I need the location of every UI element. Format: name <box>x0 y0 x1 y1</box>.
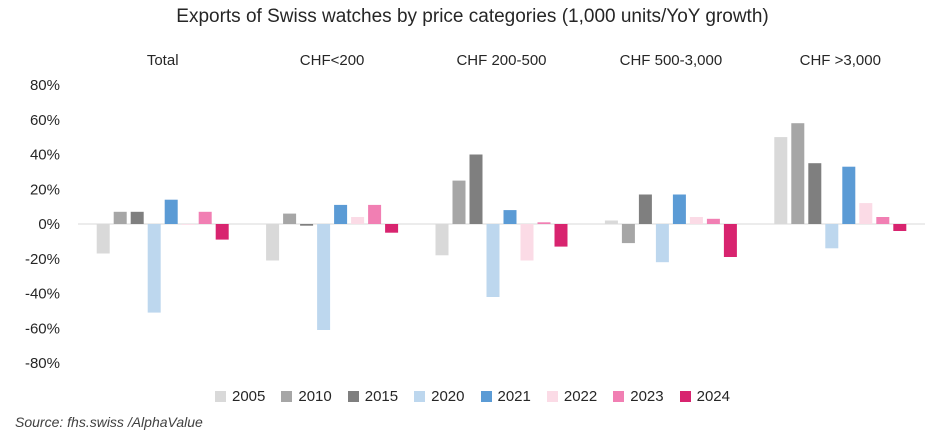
source-note: Source: fhs.swiss /AlphaValue <box>15 414 203 430</box>
legend-item-2022: 2022 <box>546 388 598 405</box>
legend-label: 2022 <box>563 388 598 405</box>
bar-2010-5 <box>791 123 805 224</box>
bar-2022-5 <box>859 203 873 224</box>
y-tick-label: -80% <box>25 355 60 372</box>
bar-2015-2 <box>300 224 314 226</box>
legend-swatch <box>414 391 426 402</box>
bar-2021-4 <box>672 194 686 224</box>
bar-2005-2 <box>266 224 280 261</box>
bar-2021-3 <box>503 210 517 224</box>
bar-2024-4 <box>723 224 737 257</box>
bar-2020-3 <box>486 224 500 297</box>
bar-2023-4 <box>706 218 720 224</box>
legend-swatch <box>480 391 492 402</box>
bar-2022-3 <box>520 224 534 261</box>
bar-2021-1 <box>164 199 178 224</box>
legend-label: 2023 <box>630 388 664 405</box>
legend-swatch <box>281 391 293 402</box>
bar-2015-4 <box>638 194 652 224</box>
bar-2015-5 <box>808 163 822 224</box>
bar-2020-5 <box>825 224 839 249</box>
bar-2005-4 <box>604 220 618 224</box>
legend-item-2010: 2010 <box>281 388 332 405</box>
bar-2015-3 <box>469 154 483 224</box>
legend-item-2020: 2020 <box>414 388 465 405</box>
legend-item-2015: 2015 <box>347 388 399 405</box>
bar-2024-5 <box>893 224 907 231</box>
bar-2010-2 <box>283 213 297 224</box>
y-tick-label: 0% <box>38 216 60 233</box>
legend-swatch <box>679 391 691 402</box>
legend-swatch <box>215 391 226 402</box>
legend-swatch <box>347 391 359 402</box>
category-label: CHF 200-500 <box>456 52 546 69</box>
chart-title: Exports of Swiss watches by price catego… <box>176 6 769 27</box>
y-tick-label: 40% <box>30 147 60 164</box>
legend-item-2024: 2024 <box>679 388 730 405</box>
category-label: CHF >3,000 <box>800 52 881 69</box>
bar-2005-3 <box>435 224 449 256</box>
y-tick-label: -20% <box>25 251 60 268</box>
bar-2023-2 <box>368 204 382 224</box>
category-label: CHF 500-3,000 <box>620 52 723 69</box>
bar-2024-2 <box>385 224 399 233</box>
legend-swatch <box>613 391 625 402</box>
bar-2024-1 <box>215 224 229 240</box>
bar-2020-2 <box>317 224 331 330</box>
bar-2024-3 <box>554 224 568 247</box>
legend: 2005 2010 2015 2020 2021 2022 2023 2024 <box>0 388 945 405</box>
y-tick-label: 60% <box>30 112 60 129</box>
bar-2023-1 <box>198 211 212 224</box>
bar-2023-3 <box>537 222 551 224</box>
legend-swatch <box>546 391 558 402</box>
y-tick-label: -60% <box>25 320 60 337</box>
bar-2005-1 <box>96 224 110 254</box>
legend-label: 2015 <box>364 388 399 405</box>
legend-label: 2024 <box>696 388 730 405</box>
category-label: CHF<200 <box>300 52 365 69</box>
bar-2005-5 <box>774 137 788 224</box>
legend-label: 2020 <box>431 388 465 405</box>
bar-2021-5 <box>842 166 856 224</box>
bar-2020-4 <box>655 224 669 263</box>
bar-2022-4 <box>689 217 703 224</box>
bar-2022-2 <box>351 217 365 224</box>
legend-item-2021: 2021 <box>480 388 531 405</box>
bar-2022-1 <box>181 224 195 225</box>
category-label: Total <box>147 52 179 69</box>
bar-2010-1 <box>113 211 127 224</box>
bar-2010-3 <box>452 180 466 224</box>
bar-2023-5 <box>876 217 890 224</box>
legend-item-2005: 2005 <box>215 388 265 405</box>
bar-2020-1 <box>147 224 161 313</box>
legend-item-2023: 2023 <box>613 388 664 405</box>
legend-label: 2005 <box>232 388 266 405</box>
y-tick-label: -40% <box>25 286 60 303</box>
legend-label: 2010 <box>298 388 332 405</box>
legend-label: 2021 <box>497 388 531 405</box>
y-tick-label: 80% <box>30 77 60 94</box>
bar-2021-2 <box>334 204 348 224</box>
bar-2010-4 <box>621 224 635 244</box>
bar-2015-1 <box>130 211 144 224</box>
y-tick-label: 20% <box>30 181 60 198</box>
